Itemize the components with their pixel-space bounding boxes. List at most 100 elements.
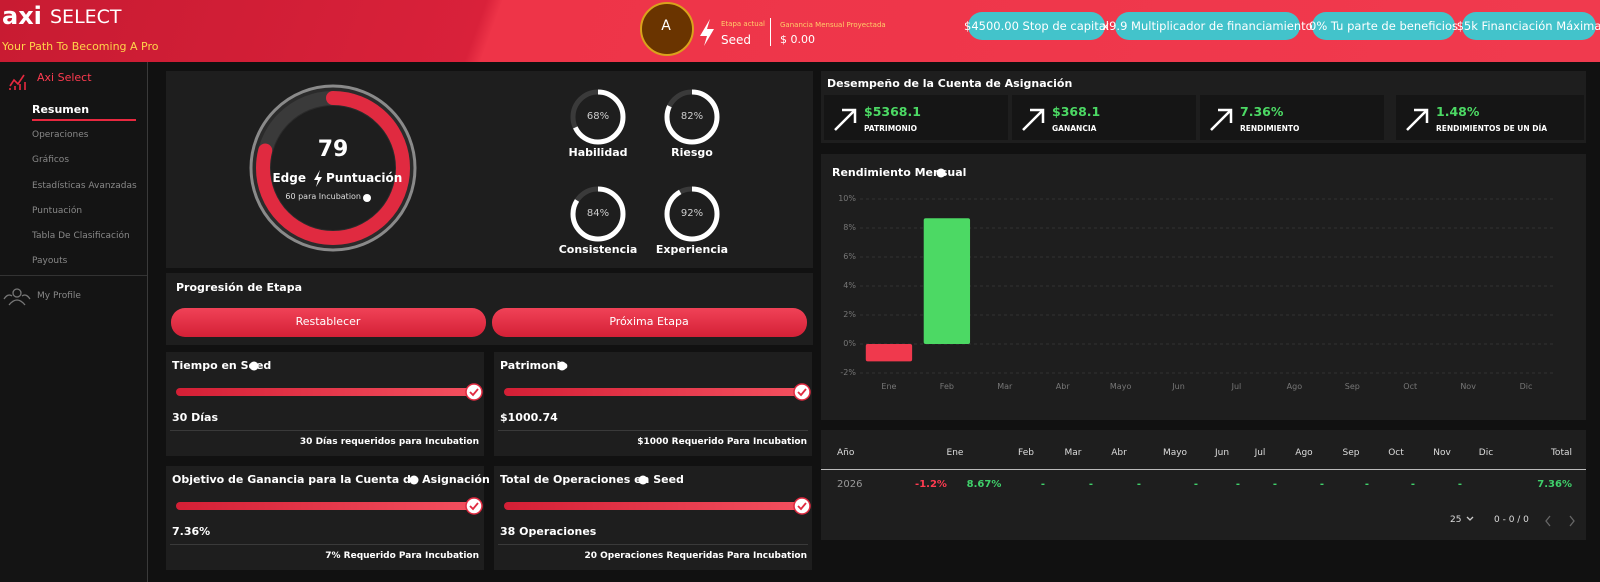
badge-text[interactable]: $5k Financiación Máxima <box>1456 18 1600 33</box>
stat-value: $5368.1 <box>864 104 921 120</box>
gauge-arc <box>256 91 410 245</box>
progress-card <box>494 466 812 570</box>
nav-underline <box>32 119 136 121</box>
tagline: Your Path To Becoming A Pro <box>2 40 159 54</box>
table-cell: 7.36% <box>1537 478 1572 490</box>
button[interactable] <box>492 308 807 337</box>
button[interactable] <box>171 308 486 337</box>
y-tick-label: 0% <box>843 339 856 349</box>
bolt-icon <box>700 19 714 46</box>
page-range: 0 - 0 / 0 <box>1494 515 1529 526</box>
stat-value: $368.1 <box>1052 104 1101 120</box>
avatar <box>640 2 694 56</box>
card-value: 7.36% <box>172 525 211 539</box>
skill-value: 68% <box>586 110 610 122</box>
ring-arc <box>664 89 720 145</box>
product-name: SELECT <box>50 6 122 29</box>
table-header: Mayo <box>1162 448 1188 459</box>
table-header: Sep <box>1342 448 1360 459</box>
card-requirement: 30 Días requeridos para Incubation <box>299 437 479 448</box>
y-tick-label: 6% <box>843 252 856 262</box>
arrow-icon <box>834 108 857 131</box>
table-cell: -1.2% <box>915 478 947 490</box>
badge-text[interactable]: x9.9 Multiplicador de financiamiento <box>1102 18 1313 33</box>
badge[interactable] <box>1115 12 1300 40</box>
bar <box>865 344 913 362</box>
table-rule <box>821 469 1586 470</box>
x-tick-label: Sep <box>1344 382 1360 392</box>
card-separator <box>498 544 808 545</box>
stat-label: RENDIMIENTOS DE UN DÍA <box>1436 124 1548 134</box>
table-header: Ago <box>1295 448 1313 459</box>
help-icon <box>936 168 946 178</box>
x-tick-label: Ago <box>1286 382 1303 392</box>
y-tick-label: 8% <box>843 223 856 233</box>
skill-name: Habilidad <box>568 146 628 160</box>
badge-text[interactable]: $4500.00 Stop de capital <box>964 18 1109 33</box>
arrow-icon <box>1406 108 1429 131</box>
x-tick-label: Dic <box>1519 382 1533 392</box>
bar <box>923 218 971 344</box>
table-cell: - <box>1319 478 1325 490</box>
help-icon <box>557 361 567 371</box>
table-cell: 8.67% <box>966 478 1002 490</box>
check-icon <box>465 497 483 515</box>
progress-card <box>166 466 484 570</box>
logo: axi <box>2 2 42 31</box>
sidebar <box>0 62 148 582</box>
page-size[interactable]: 25 <box>1450 515 1462 526</box>
stat-value: 7.36% <box>1240 104 1284 120</box>
y-tick-label: 10% <box>838 194 856 204</box>
y-tick-label: 2% <box>843 310 856 320</box>
card-separator <box>498 430 808 431</box>
button-text[interactable]: Restablecer <box>295 315 361 329</box>
progress-card <box>494 352 812 456</box>
table-header: Mar <box>1064 448 1082 459</box>
table-header: Feb <box>1018 448 1034 459</box>
check-icon <box>797 388 807 397</box>
check-icon <box>469 502 479 511</box>
table-cell: - <box>1235 478 1241 490</box>
button-text[interactable]: Próxima Etapa <box>609 315 689 329</box>
nav-item[interactable]: Gráficos <box>32 155 70 166</box>
section-title: Progresión de Etapa <box>176 281 302 295</box>
card-separator <box>170 544 480 545</box>
stage-label: Etapa actual <box>721 19 765 28</box>
card-title: Tiempo en Seed <box>172 359 272 373</box>
badge-text[interactable]: 0% Tu parte de beneficios <box>1309 18 1458 33</box>
nav-item[interactable]: Resumen <box>32 103 90 117</box>
table-cell: - <box>1457 478 1463 490</box>
y-tick-label: -2% <box>840 368 856 378</box>
table-header: Nov <box>1433 448 1451 459</box>
card-value: $1000.74 <box>500 411 558 425</box>
card-requirement: 7% Requerido Para Incubation <box>325 551 479 562</box>
stat-label: PATRIMONIO <box>864 124 917 134</box>
pager-prev <box>1545 515 1551 527</box>
x-tick-label: Jun <box>1172 382 1185 392</box>
table-header: Abr <box>1111 448 1127 459</box>
table-header: Oct <box>1388 448 1404 459</box>
pager-next <box>1569 515 1575 527</box>
bolt-icon <box>314 170 322 187</box>
nav-item[interactable]: Tabla De Clasificación <box>32 231 130 242</box>
progress-track <box>504 502 804 510</box>
card-requirement: 20 Operaciones Requeridas Para Incubatio… <box>584 551 807 562</box>
badge[interactable] <box>968 12 1105 40</box>
header-divider <box>770 18 771 46</box>
nav-item[interactable]: Puntuación <box>32 206 83 217</box>
progress-track <box>176 388 476 396</box>
badge[interactable] <box>1462 12 1596 40</box>
sidebar-separator <box>0 275 147 276</box>
table-cell: - <box>1088 478 1094 490</box>
section-title: Desempeño de la Cuenta de Asignación <box>827 77 1073 91</box>
table-header: Jul <box>1254 448 1266 459</box>
badge[interactable] <box>1312 12 1455 40</box>
card-requirement: $1000 Requerido Para Incubation <box>637 437 807 448</box>
nav-item[interactable]: Payouts <box>32 256 68 267</box>
check-icon <box>469 388 479 397</box>
nav-item[interactable]: My Profile <box>37 291 81 302</box>
card-title: Total de Operaciones en Seed <box>500 473 684 487</box>
nav-item[interactable]: Operaciones <box>32 130 89 141</box>
skill-value: 82% <box>680 110 704 122</box>
nav-item[interactable]: Estadísticas Avanzadas <box>32 181 137 192</box>
